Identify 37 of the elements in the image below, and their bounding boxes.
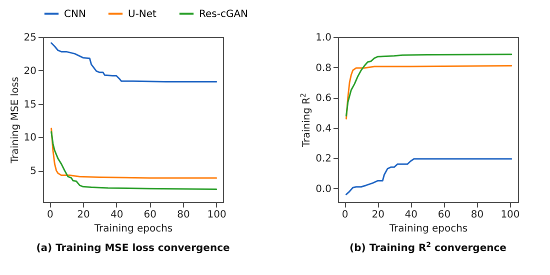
x-tick-label: 60: [144, 210, 157, 220]
x-axis-title: Training epochs: [388, 224, 468, 234]
y-tick-label: 20: [24, 66, 36, 77]
line-series: [346, 54, 512, 116]
y-tick-label: 5: [30, 166, 36, 178]
x-tick-label: 20: [77, 210, 90, 220]
y-tick-label: 0.4: [316, 123, 332, 134]
line-series: [50, 128, 218, 179]
legend-label: CNN: [64, 8, 86, 20]
y-tick-label: 15: [24, 99, 36, 110]
x-tick-label: 0: [46, 210, 54, 220]
x-tick-label: 40: [110, 210, 124, 220]
y-tick-label: 0.6: [316, 93, 332, 104]
x-tick-label: 100: [207, 210, 226, 220]
legend-label: Res-cGAN: [199, 8, 248, 20]
y-axis-title: Training MSE loss: [10, 76, 21, 164]
text: (a) Training MSE loss convergence: [36, 243, 230, 254]
x-tick-label: 100: [500, 210, 520, 220]
y-tick-label: 0.8: [316, 62, 332, 74]
line-series: [346, 65, 512, 120]
x-tick-label: 20: [372, 210, 384, 220]
line-series: [50, 42, 218, 83]
x-axis-title: Training epochs: [93, 224, 173, 234]
line-series: [346, 158, 512, 196]
x-tick-label: 0: [342, 210, 348, 220]
y-tick-label: 0.2: [316, 154, 332, 165]
text: (b) Training R$^{2}$ convergence: [350, 241, 507, 254]
x-tick-label: 80: [177, 210, 190, 220]
y-tick-label: 10: [24, 132, 36, 144]
y-tick-label: 25: [24, 32, 36, 44]
line-series: [50, 131, 218, 190]
y-tick-label: 1.0: [316, 32, 332, 44]
x-tick-label: 60: [438, 210, 451, 220]
x-tick-label: 80: [470, 210, 484, 220]
legend-label: U-Net: [128, 8, 157, 20]
y-tick-label: 0.0: [316, 184, 332, 195]
x-tick-label: 40: [404, 210, 418, 220]
